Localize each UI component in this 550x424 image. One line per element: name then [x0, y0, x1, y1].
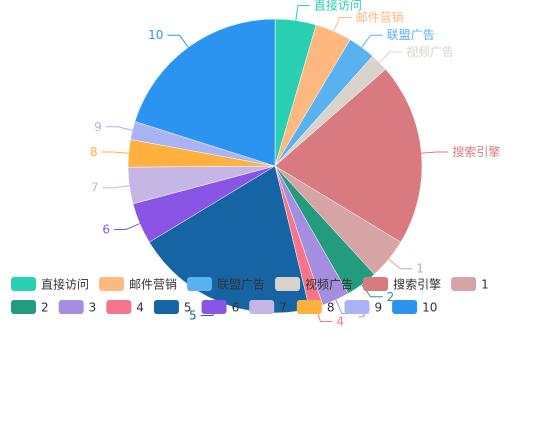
- legend-label-14: 10: [422, 301, 437, 315]
- legend-label-2: 联盟广告: [217, 278, 265, 292]
- slice-label-12: 8: [90, 145, 98, 159]
- label-line-10: [114, 223, 140, 230]
- legend-swatch-12: [296, 300, 322, 314]
- legend-item-12[interactable]: 8: [296, 300, 335, 315]
- slice-label-2: 联盟广告: [387, 28, 435, 42]
- legend-swatch-8: [106, 300, 132, 314]
- label-line-2: [361, 34, 383, 48]
- label-line-4: [421, 151, 449, 154]
- label-line-12: [101, 151, 129, 154]
- legend-swatch-4: [363, 277, 389, 291]
- legend-label-13: 9: [374, 301, 382, 315]
- slice-label-13: 9: [94, 120, 102, 134]
- legend-swatch-3: [275, 277, 301, 291]
- slice-label-0: 直接访问: [314, 0, 362, 13]
- slice-label-1: 邮件营销: [356, 11, 404, 25]
- legend-item-7[interactable]: 3: [58, 300, 97, 315]
- legend-swatch-9: [153, 300, 179, 314]
- legend-swatch-0: [11, 277, 36, 291]
- slice-label-4: 搜索引擎: [452, 144, 500, 159]
- legend-swatch-1: [99, 277, 125, 291]
- pie-slice-4[interactable]: [274, 68, 423, 243]
- legend-label-7: 3: [89, 301, 97, 315]
- legend-label-4: 搜索引擎: [393, 277, 441, 292]
- legend-swatch-5: [451, 277, 477, 291]
- legend-item-9[interactable]: 5: [153, 300, 192, 315]
- legend-item-6[interactable]: 2: [11, 300, 49, 315]
- slice-label-5: 1: [416, 262, 424, 276]
- legend-item-13[interactable]: 9: [344, 300, 382, 315]
- label-line-1: [333, 17, 352, 32]
- legend-label-0: 直接访问: [41, 277, 89, 292]
- legend-swatch-2: [187, 277, 213, 291]
- legend-item-5[interactable]: 1: [451, 277, 489, 292]
- label-line-14: [167, 34, 189, 48]
- slice-label-3: 视频广告: [406, 44, 454, 59]
- legend-item-10[interactable]: 6: [201, 300, 240, 315]
- legend-item-0[interactable]: 直接访问: [11, 277, 89, 292]
- legend-label-3: 视频广告: [305, 277, 353, 292]
- legend-swatch-13: [344, 300, 370, 314]
- legend-swatch-7: [58, 300, 84, 314]
- label-line-11: [102, 185, 130, 189]
- legend-label-10: 6: [232, 301, 240, 315]
- slice-label-9: 5: [189, 309, 197, 323]
- legend-item-11[interactable]: 7: [249, 300, 287, 315]
- legend-item-2[interactable]: 联盟广告: [187, 277, 265, 292]
- legend-item-3[interactable]: 视频广告: [275, 277, 353, 292]
- label-line-13: [105, 126, 133, 131]
- legend-label-5: 1: [481, 278, 489, 292]
- slice-label-11: 7: [91, 181, 99, 195]
- legend-item-8[interactable]: 4: [106, 300, 144, 315]
- legend-label-6: 2: [41, 301, 49, 315]
- legend-swatch-14: [392, 300, 418, 314]
- legend-item-14[interactable]: 10: [392, 300, 437, 315]
- legend-item-1[interactable]: 邮件营销: [99, 277, 177, 292]
- label-line-0: [295, 5, 310, 21]
- slice-label-14: 10: [148, 28, 163, 42]
- pie-slice-14[interactable]: [134, 18, 276, 167]
- slice-label-6: 2: [387, 290, 395, 304]
- legend-label-12: 8: [327, 301, 335, 315]
- slice-label-10: 6: [102, 223, 110, 237]
- legend-swatch-6: [11, 300, 36, 314]
- label-line-3: [379, 51, 402, 63]
- legend-swatch-10: [201, 300, 227, 314]
- label-line-5: [388, 258, 413, 270]
- legend-item-4[interactable]: 搜索引擎: [363, 277, 441, 292]
- legend-label-11: 7: [279, 301, 287, 315]
- legend-swatch-11: [249, 300, 275, 314]
- legend-label-9: 5: [184, 301, 192, 315]
- legend-label-8: 4: [136, 301, 144, 315]
- slice-label-8: 4: [336, 315, 344, 329]
- legend-label-1: 邮件营销: [129, 278, 177, 292]
